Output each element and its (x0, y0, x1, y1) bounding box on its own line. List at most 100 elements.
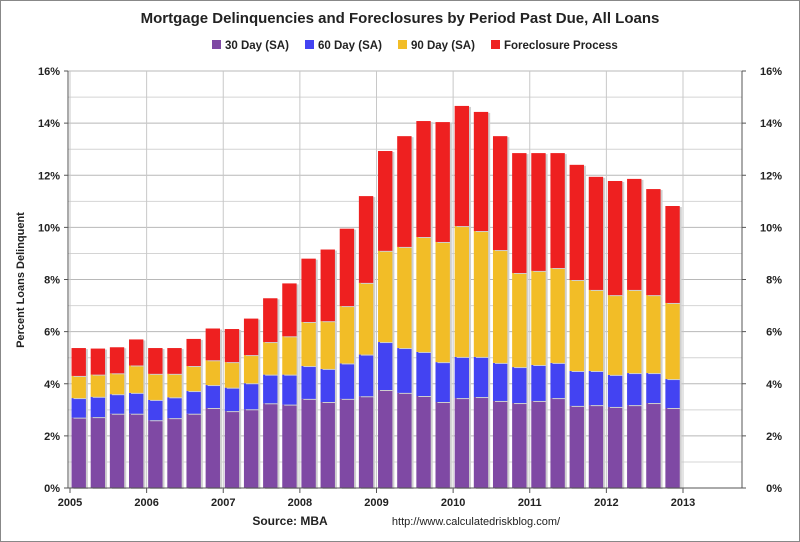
bar-segment-30-day-sa- (397, 392, 412, 488)
bar-segment-60-day-sa- (646, 373, 661, 404)
legend-swatch (398, 40, 407, 49)
bar-segment-90-day-sa- (588, 289, 604, 371)
bar-segment-30-day-sa- (416, 395, 431, 488)
y-tick-label-right: 4% (766, 379, 782, 391)
bar-segment-90-day-sa- (205, 360, 220, 386)
bar-segment-foreclosure-process (378, 151, 393, 251)
bar-segment-90-day-sa- (167, 373, 182, 398)
y-tick-label-left: 0% (44, 483, 60, 495)
bar-segment-foreclosure-process (512, 153, 527, 273)
y-tick-label-left: 8% (44, 275, 60, 287)
bar-segment-foreclosure-process (109, 347, 125, 374)
bar-segment-30-day-sa- (243, 409, 259, 488)
bar-segment-30-day-sa- (358, 396, 374, 488)
bar-segment-foreclosure-process (454, 105, 470, 227)
y-tick-label-left: 10% (38, 222, 60, 234)
bars (71, 105, 682, 489)
bar-segment-30-day-sa- (646, 403, 661, 488)
bar-segment-30-day-sa- (627, 405, 642, 488)
y-tick-label-left: 2% (44, 431, 60, 443)
source-label: Source: MBA (252, 514, 328, 528)
bar-segment-60-day-sa- (90, 396, 106, 418)
bar-segment-90-day-sa- (473, 231, 489, 357)
bar-segment-foreclosure-process (129, 339, 144, 366)
bar-segment-foreclosure-process (90, 348, 106, 375)
legend-label: 60 Day (SA) (318, 40, 382, 52)
bar-segment-90-day-sa- (339, 306, 355, 364)
bar-segment-foreclosure-process (550, 153, 565, 269)
bar-segment-foreclosure-process (263, 298, 278, 343)
bar-segment-60-day-sa- (282, 374, 297, 405)
bar-segment-foreclosure-process (492, 136, 508, 251)
x-tick-label: 2010 (441, 497, 465, 509)
bar-segment-foreclosure-process (282, 283, 297, 337)
legend-label: 30 Day (SA) (225, 40, 289, 52)
bar-segment-90-day-sa- (358, 282, 374, 355)
y-tick-label-right: 8% (766, 275, 782, 287)
bar-segment-60-day-sa- (263, 374, 278, 404)
bar-segment-90-day-sa- (90, 374, 106, 397)
bar-segment-30-day-sa- (282, 404, 297, 488)
bar-segment-60-day-sa- (243, 383, 259, 410)
bar-segment-60-day-sa- (378, 342, 393, 391)
bar-segment-60-day-sa- (607, 374, 623, 407)
bar-segment-90-day-sa- (71, 375, 86, 399)
bar-segment-30-day-sa- (148, 420, 163, 488)
bar-segment-60-day-sa- (129, 392, 144, 414)
y-tick-label-left: 14% (38, 118, 60, 130)
x-tick-label: 2008 (288, 497, 312, 509)
bar-segment-60-day-sa- (186, 391, 201, 414)
bar-segment-30-day-sa- (569, 405, 584, 488)
chart-title: Mortgage Delinquencies and Foreclosures … (141, 10, 660, 27)
bar-segment-30-day-sa- (492, 400, 508, 488)
bar-segment-90-day-sa- (129, 365, 144, 393)
bar-segment-30-day-sa- (454, 398, 470, 488)
bar-segment-90-day-sa- (492, 250, 508, 363)
bar-segment-foreclosure-process (224, 329, 240, 363)
legend-swatch (305, 40, 314, 49)
bar-segment-60-day-sa- (512, 367, 527, 404)
bar-segment-90-day-sa- (454, 226, 470, 357)
bar-segment-foreclosure-process (473, 111, 489, 232)
bar-segment-90-day-sa- (550, 268, 565, 363)
bar-segment-30-day-sa- (339, 398, 355, 488)
bar-segment-90-day-sa- (243, 355, 259, 384)
bar-segment-90-day-sa- (531, 270, 546, 365)
legend-label: Foreclosure Process (504, 40, 618, 52)
bar-segment-30-day-sa- (263, 403, 278, 488)
bar-segment-foreclosure-process (665, 206, 680, 303)
bar-segment-foreclosure-process (205, 328, 220, 361)
bar-segment-30-day-sa- (186, 413, 201, 488)
bar-segment-90-day-sa- (569, 280, 584, 371)
bar-segment-60-day-sa- (397, 348, 412, 393)
legend-label: 90 Day (SA) (411, 40, 475, 52)
bar-segment-foreclosure-process (301, 258, 316, 322)
bar-segment-30-day-sa- (320, 401, 335, 488)
bar-segment-30-day-sa- (90, 417, 106, 488)
bar-segment-30-day-sa- (607, 406, 623, 488)
y-tick-label-left: 12% (38, 170, 60, 182)
bar-segment-60-day-sa- (531, 364, 546, 401)
bar-segment-foreclosure-process (148, 348, 163, 374)
bar-segment-60-day-sa- (167, 397, 182, 419)
bar-segment-foreclosure-process (416, 121, 431, 238)
bar-segment-90-day-sa- (148, 373, 163, 400)
x-tick-label: 2005 (58, 497, 82, 509)
bar-segment-90-day-sa- (607, 295, 623, 375)
bar-segment-60-day-sa- (569, 370, 584, 406)
bar-segment-foreclosure-process (243, 318, 259, 356)
bar-segment-90-day-sa- (512, 272, 527, 368)
source-url: http://www.calculatedriskblog.com/ (392, 516, 561, 528)
bar-segment-foreclosure-process (358, 196, 374, 283)
y-tick-label-right: 12% (760, 170, 782, 182)
bar-segment-90-day-sa- (282, 336, 297, 375)
bar-segment-30-day-sa- (378, 390, 393, 488)
bar-segment-60-day-sa- (148, 399, 163, 421)
y-tick-label-right: 0% (766, 483, 782, 495)
bar-segment-90-day-sa- (263, 342, 278, 375)
bar-segment-60-day-sa- (416, 351, 431, 396)
bar-segment-60-day-sa- (550, 362, 565, 399)
bar-segment-30-day-sa- (224, 411, 240, 488)
bar-segment-foreclosure-process (569, 164, 584, 281)
bar-segment-90-day-sa- (435, 241, 450, 363)
